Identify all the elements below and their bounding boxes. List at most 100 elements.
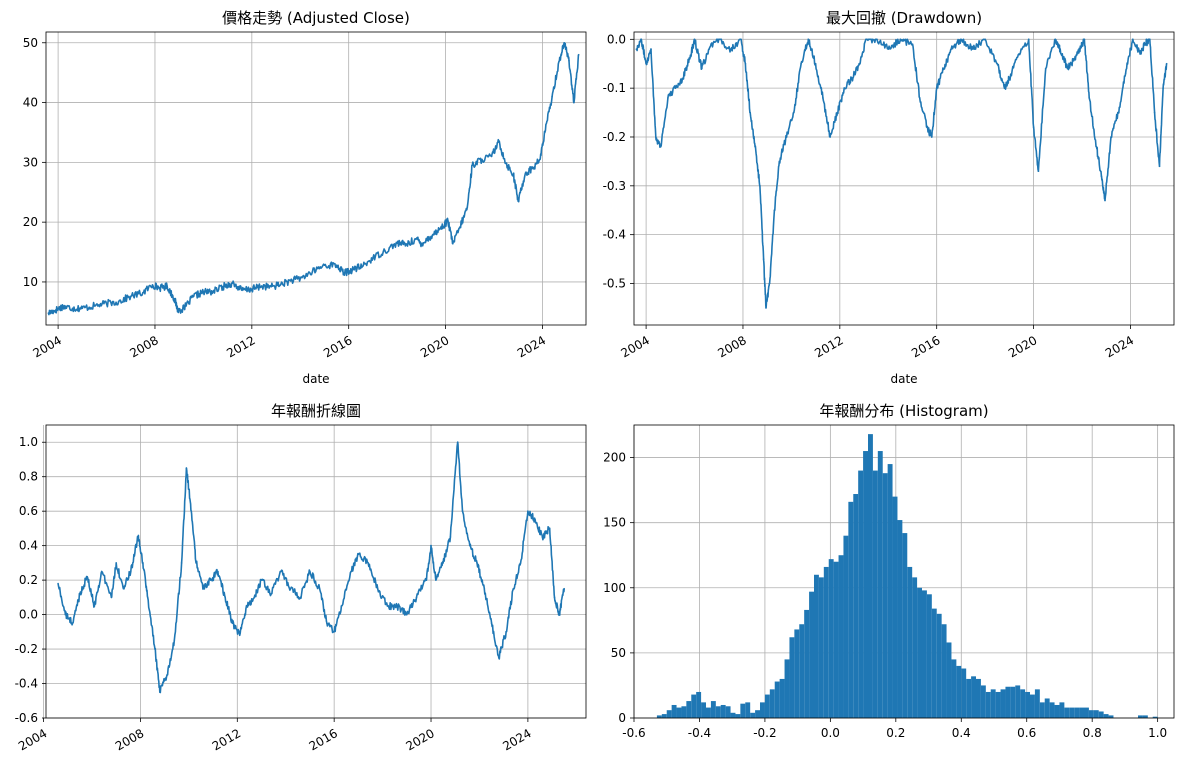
data-point — [159, 287, 161, 289]
data-point — [154, 648, 156, 650]
histogram-bar — [1000, 689, 1006, 718]
y-tick-label: 0.0 — [607, 32, 626, 46]
data-point — [551, 95, 553, 98]
data-point — [718, 38, 720, 41]
data-point — [173, 297, 176, 300]
histogram-bar — [696, 691, 702, 718]
data-point — [1104, 199, 1106, 202]
histogram-bar — [912, 577, 918, 718]
data-point — [681, 77, 684, 80]
x-tick-label: 0.4 — [952, 726, 971, 740]
data-point — [142, 291, 144, 294]
histogram-bar — [956, 665, 962, 718]
histogram-bar — [784, 659, 790, 718]
y-tick-label: -0.2 — [15, 642, 38, 656]
histogram-bar — [1079, 707, 1084, 718]
histogram-bar — [907, 566, 913, 718]
data-point — [372, 257, 374, 259]
histogram-bar — [833, 561, 839, 718]
histogram-bar — [848, 501, 854, 718]
data-point — [130, 295, 132, 298]
histogram-bar — [990, 689, 996, 718]
histogram-bar — [814, 574, 819, 718]
data-point — [875, 38, 877, 41]
drawdown-chart-title: 最大回撤 (Drawdown) — [826, 9, 982, 27]
data-point — [384, 250, 386, 252]
histogram-bar — [789, 637, 795, 718]
data-point — [217, 570, 219, 573]
data-point — [541, 536, 544, 538]
data-point — [505, 631, 507, 633]
y-tick-label: -0.6 — [15, 711, 38, 725]
data-point — [1003, 87, 1006, 89]
data-point — [238, 634, 241, 637]
data-point — [505, 162, 507, 165]
histogram-bar — [769, 689, 775, 718]
data-point — [911, 43, 914, 45]
histogram-bar — [691, 694, 697, 718]
data-point — [858, 62, 860, 65]
data-point — [466, 206, 469, 208]
histogram-bar — [946, 642, 952, 718]
data-point — [231, 282, 234, 284]
data-point — [326, 622, 328, 624]
data-point — [71, 307, 74, 310]
histogram-bar — [1093, 710, 1099, 718]
data-point — [807, 38, 810, 41]
y-tick-label: 0.6 — [19, 504, 38, 518]
data-point — [865, 38, 868, 41]
histogram-bar — [710, 701, 716, 718]
histogram-bar — [863, 451, 868, 718]
data-point — [386, 605, 389, 607]
data-point — [79, 593, 81, 595]
data-point — [701, 67, 703, 70]
y-tick-label: -0.5 — [603, 276, 626, 290]
histogram-bar — [1084, 707, 1089, 718]
histogram-bar — [1098, 711, 1104, 718]
y-tick-label: 50 — [611, 646, 626, 660]
y-tick-label: -0.1 — [603, 81, 626, 95]
data-point — [202, 587, 205, 590]
data-point — [459, 226, 461, 228]
data-point — [768, 282, 771, 285]
data-point — [449, 536, 452, 538]
histogram-bar — [1005, 686, 1011, 718]
histogram-bar — [720, 704, 726, 718]
data-point — [130, 570, 132, 573]
data-point — [749, 111, 751, 114]
data-point — [151, 284, 154, 286]
data-point — [425, 579, 428, 581]
histogram-bar — [666, 710, 672, 718]
histogram-bar — [887, 464, 893, 718]
data-point — [730, 48, 732, 50]
data-point — [159, 691, 161, 693]
data-point — [420, 242, 423, 245]
data-point — [57, 582, 59, 585]
data-point — [452, 242, 454, 245]
histogram-bar — [1069, 707, 1075, 718]
x-tick-label: 0.8 — [1083, 726, 1102, 740]
data-point — [137, 536, 139, 538]
histogram-bar — [1015, 685, 1021, 718]
data-point — [519, 562, 522, 564]
data-point — [950, 48, 952, 50]
data-point — [442, 562, 444, 564]
data-point — [773, 209, 776, 211]
data-point — [926, 126, 928, 128]
data-point — [309, 570, 311, 573]
data-point — [62, 305, 64, 308]
data-point — [54, 309, 57, 311]
y-tick-label: 20 — [23, 215, 38, 229]
data-point — [251, 288, 253, 290]
histogram-bar — [1152, 716, 1158, 718]
data-point — [333, 631, 336, 633]
histogram-bar — [764, 694, 770, 718]
histogram-bar — [735, 714, 741, 718]
data-point — [367, 562, 369, 564]
histogram-bar — [838, 555, 844, 718]
data-point — [396, 242, 398, 244]
data-point — [209, 579, 212, 581]
data-point — [86, 575, 88, 578]
histogram-bar — [995, 691, 1001, 718]
histogram-bar — [1103, 714, 1109, 718]
